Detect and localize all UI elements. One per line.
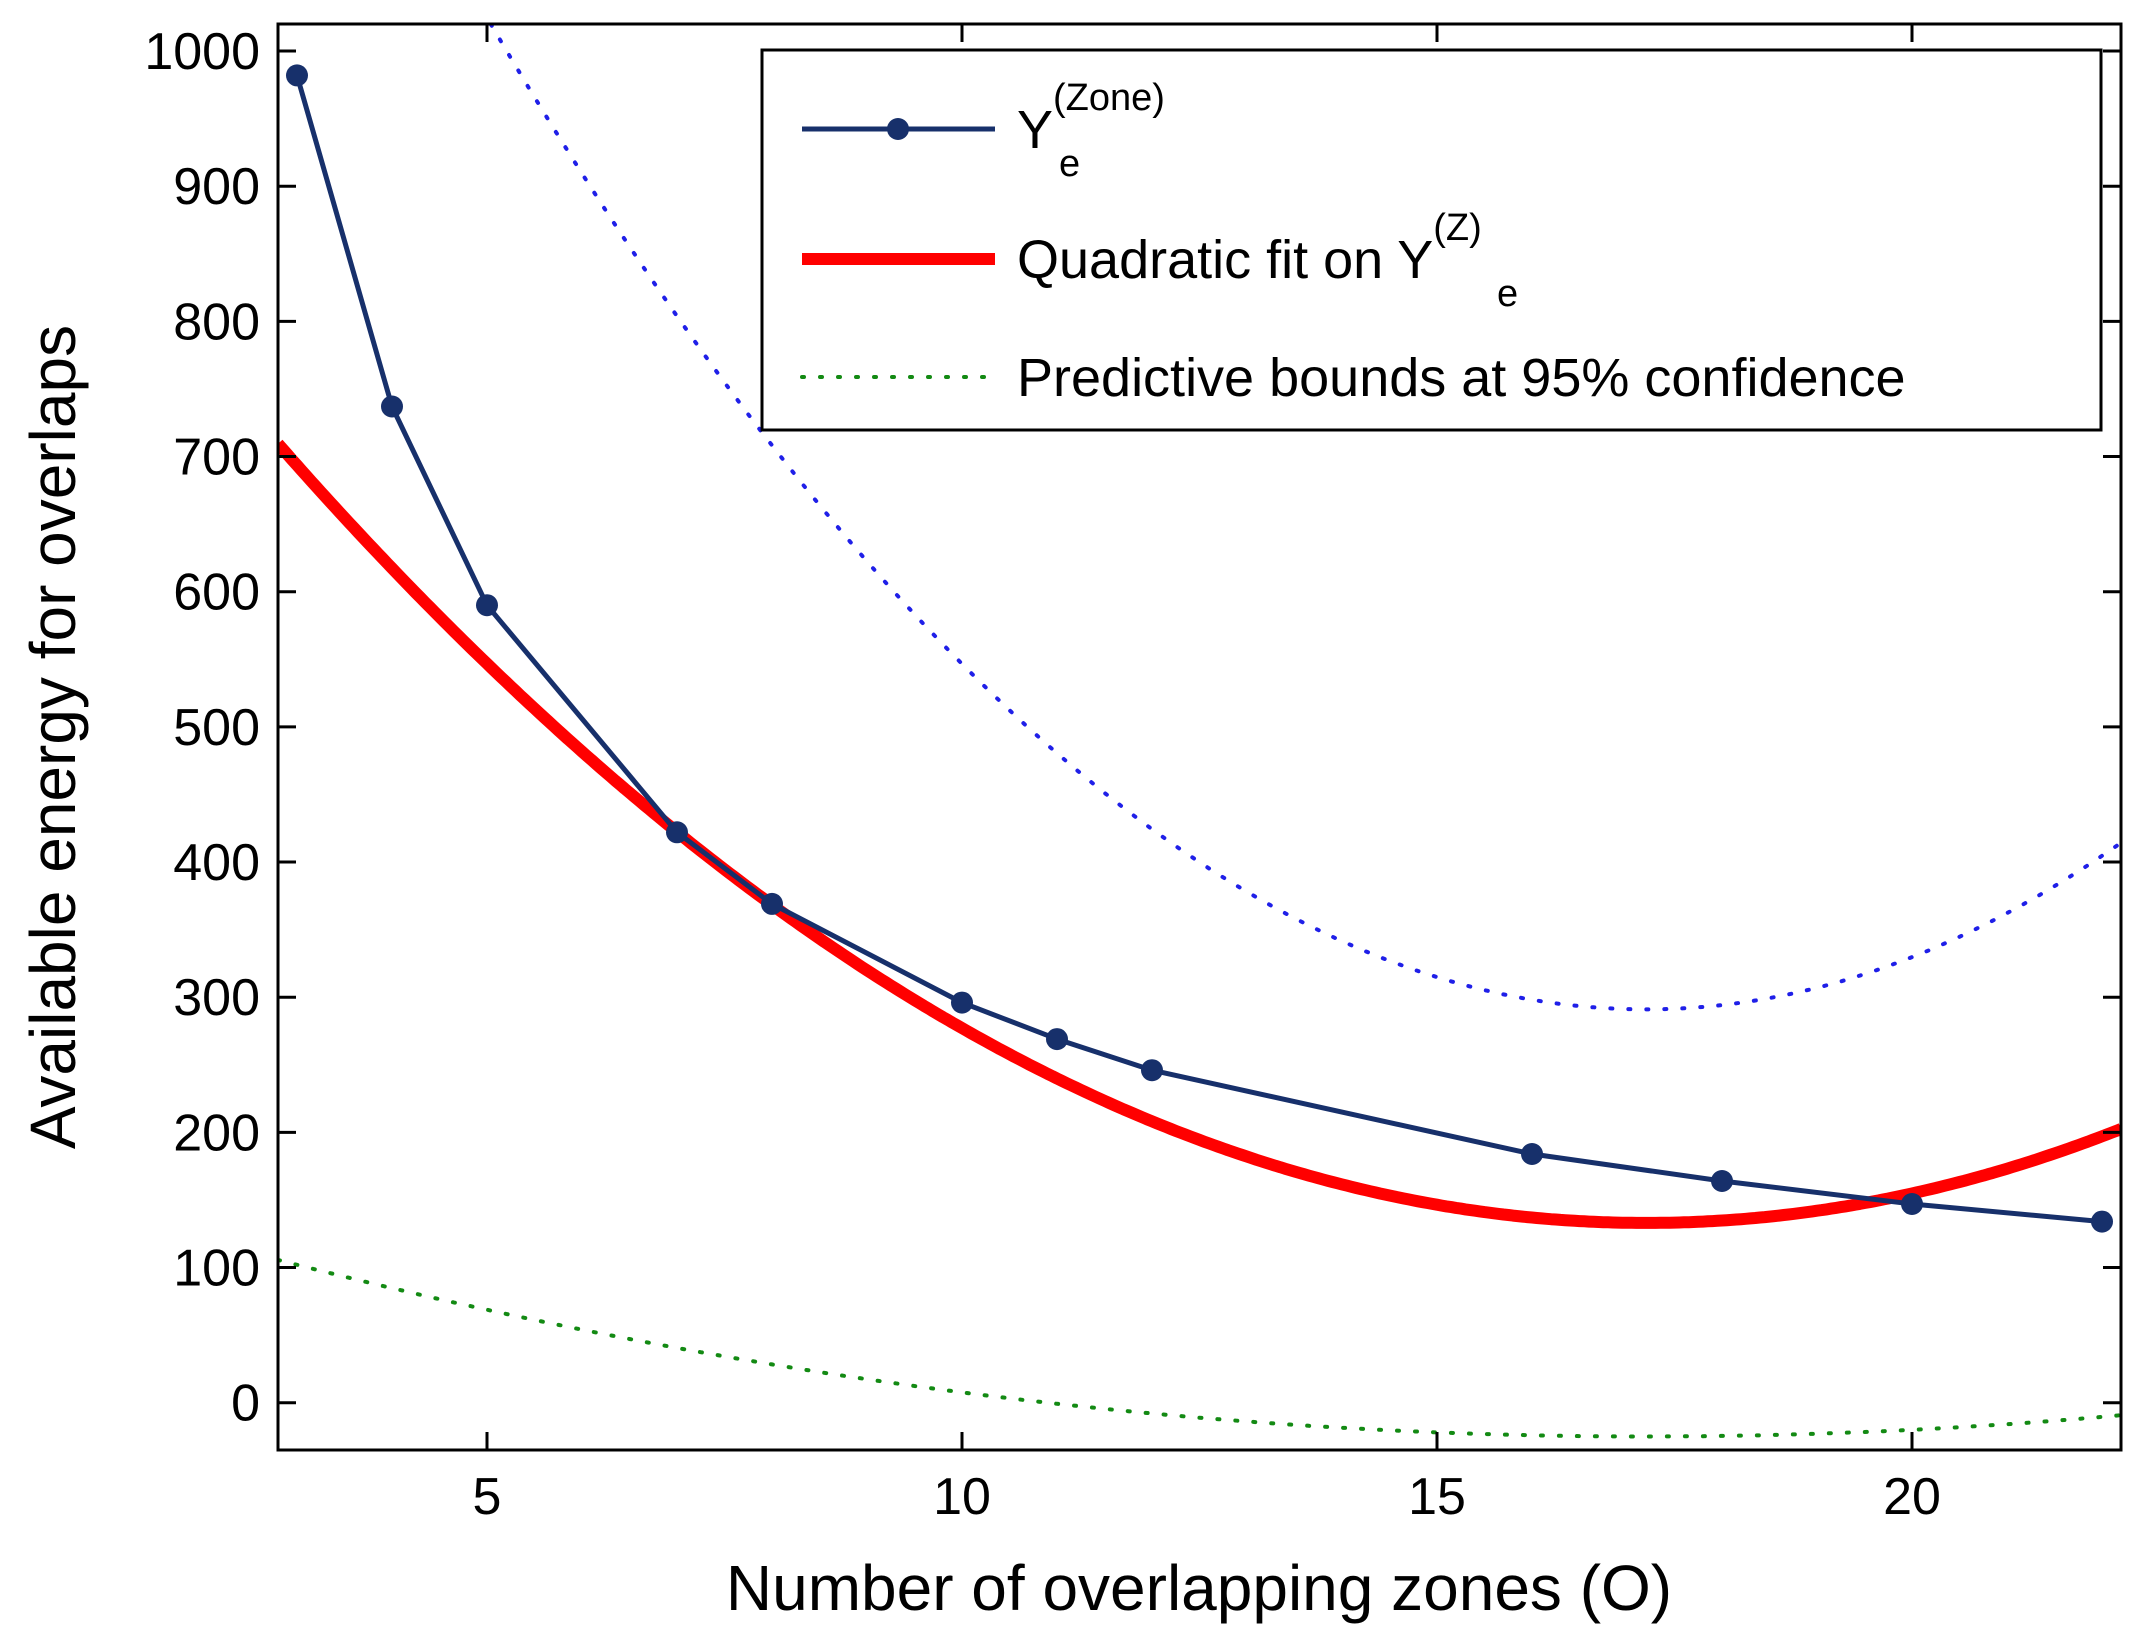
observed-point [2091, 1210, 2113, 1233]
legend-label-observed: Y(Zone) [1017, 77, 1165, 160]
x-tick-label: 10 [933, 1468, 991, 1526]
legend-box [760, 48, 2103, 432]
y-tick-label: 1000 [144, 23, 260, 81]
x-tick-label: 15 [1408, 1468, 1466, 1526]
x-axis-title: Number of overlapping zones (O) [726, 1552, 1672, 1624]
observed-point [1711, 1170, 1733, 1192]
y-tick-label: 500 [173, 699, 260, 757]
observed-point [381, 395, 403, 418]
legend-fit-sup: (Z) [1433, 207, 1482, 249]
y-tick-label: 200 [173, 1104, 260, 1162]
y-tick-label: 600 [173, 564, 260, 622]
y-tick-label: 0 [231, 1375, 260, 1433]
observed-point [1901, 1193, 1923, 1215]
observed-point [951, 991, 973, 1014]
observed-point [1521, 1143, 1543, 1165]
observed-point [1141, 1059, 1163, 1082]
legend-marker-observed [887, 118, 909, 140]
observed-point [666, 821, 688, 844]
x-tick-label: 20 [1883, 1468, 1941, 1526]
upper-prediction-bound [488, 24, 2121, 1012]
legend-observed-sub: e [1059, 143, 1080, 185]
y-tick-label: 800 [173, 293, 260, 351]
lower-prediction-bound [278, 1257, 2121, 1439]
axes-box [276, 22, 2123, 1452]
y-tick-label: 700 [173, 429, 260, 487]
y-tick-label: 100 [173, 1240, 260, 1298]
quadratic-fit-line [278, 439, 2121, 1229]
legend-label-fit: Quadratic fit on Y(Z) [1017, 207, 1482, 290]
y-tick-label: 400 [173, 834, 260, 892]
legend: Y(Zone) e Quadratic fit on Y(Z) e Predic… [760, 48, 2103, 432]
observed-point [761, 892, 783, 915]
legend-fit-base: Quadratic fit on Y [1017, 230, 1433, 290]
observed-point [476, 594, 498, 617]
observed-series-line [294, 74, 2103, 1225]
plot-area [278, 24, 2121, 1439]
observed-point [1046, 1028, 1068, 1051]
legend-observed-sup: (Zone) [1053, 77, 1165, 119]
plot-content [278, 24, 2121, 1439]
y-axis-title: Available energy for overlaps [17, 325, 89, 1149]
legend-fit-sub: e [1497, 273, 1518, 315]
observed-point [286, 64, 308, 87]
legend-observed-base: Y [1017, 100, 1053, 160]
y-tick-label: 900 [173, 158, 260, 216]
y-tick-label: 300 [173, 969, 260, 1027]
x-tick-label: 5 [473, 1468, 502, 1526]
legend-label-bounds: Predictive bounds at 95% confidence [1017, 348, 1906, 408]
